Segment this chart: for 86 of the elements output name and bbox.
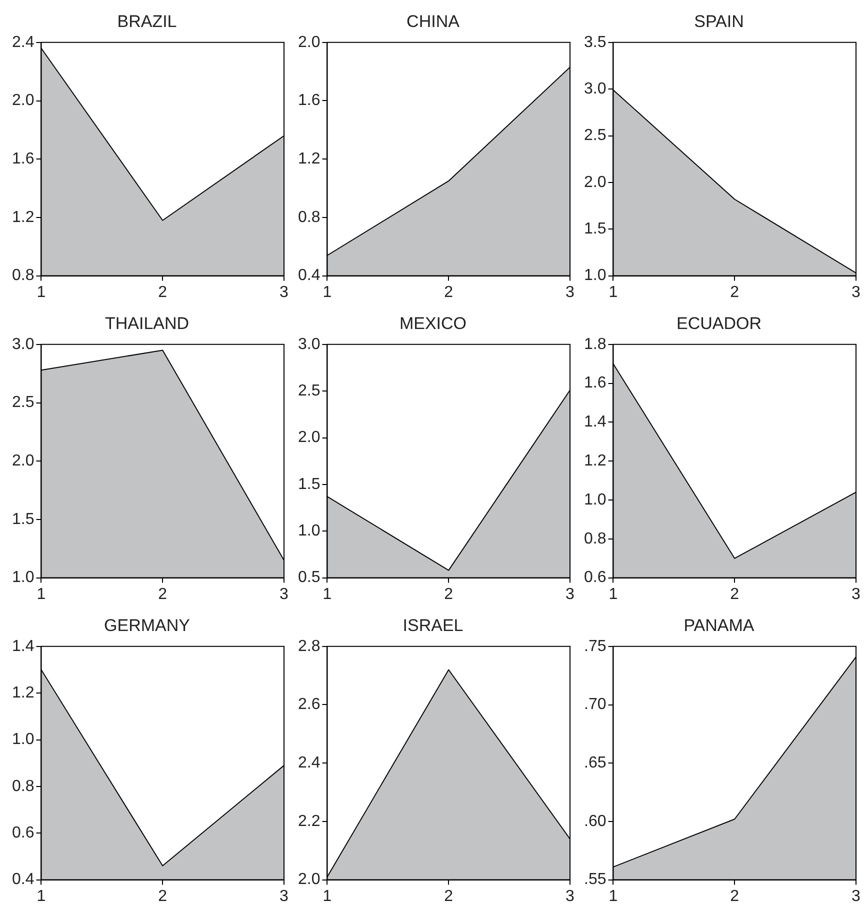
y-tick-label: 1.2 [12, 208, 34, 226]
x-tick-label: 1 [322, 586, 332, 603]
y-tick-label: 0.6 [12, 824, 34, 842]
y-tick-label: 1.6 [298, 92, 320, 110]
y-tick-label: 2.8 [298, 638, 320, 655]
y-tick-label: 1.6 [12, 150, 34, 168]
y-tick-label: 2.5 [12, 394, 34, 412]
y-tick-label: 0.8 [298, 208, 320, 226]
chart-title: ISRAEL [402, 616, 464, 635]
x-tick-label: 3 [852, 284, 861, 301]
y-tick-label: .70 [584, 696, 606, 714]
y-tick-label: .60 [584, 812, 606, 830]
y-tick-label: .75 [584, 638, 606, 655]
y-tick-label: 1.4 [584, 414, 606, 431]
y-tick-label: .55 [584, 871, 606, 888]
y-tick-label: 1.0 [298, 522, 320, 540]
x-tick-label: 3 [280, 284, 289, 301]
x-tick-label: 1 [608, 284, 618, 301]
y-tick-label: 3.0 [12, 336, 34, 353]
y-tick-label: 1.0 [584, 267, 606, 284]
x-tick-label: 2 [444, 888, 454, 905]
x-tick-label: 1 [608, 888, 618, 905]
y-tick-label: 0.4 [12, 871, 34, 888]
chart-title: GERMANY [104, 616, 190, 635]
y-tick-label: 2.2 [298, 812, 320, 830]
y-tick-label: 2.5 [298, 382, 320, 400]
chart-title: PANAMA [684, 616, 755, 635]
y-tick-label: 1.2 [12, 684, 34, 702]
x-tick-label: 1 [322, 284, 332, 301]
x-tick-label: 3 [566, 586, 575, 603]
y-tick-label: 1.2 [298, 150, 320, 168]
y-tick-label: 0.8 [584, 530, 606, 548]
x-tick-label: 1 [36, 586, 46, 603]
chart-title: CHINA [406, 12, 460, 31]
y-tick-label: 0.6 [584, 569, 606, 586]
x-tick-label: 3 [280, 586, 289, 603]
x-tick-label: 1 [36, 284, 46, 301]
y-tick-label: 2.0 [298, 429, 320, 446]
x-tick-label: 2 [158, 888, 168, 905]
x-tick-label: 2 [730, 586, 740, 603]
y-tick-label: 3.5 [584, 34, 606, 51]
x-tick-label: 2 [444, 284, 454, 301]
y-tick-label: 1.0 [12, 569, 34, 586]
y-tick-label: 1.0 [12, 731, 34, 748]
y-tick-label: 2.0 [12, 452, 34, 470]
y-tick-label: 1.5 [584, 220, 606, 238]
y-tick-label: 2.6 [298, 696, 320, 714]
chart-title: ECUADOR [676, 314, 762, 333]
chart-title: SPAIN [694, 12, 744, 31]
y-tick-label: 2.5 [584, 127, 606, 144]
x-tick-label: 3 [852, 888, 861, 905]
x-tick-label: 2 [730, 284, 740, 301]
y-tick-label: 2.4 [12, 34, 34, 51]
x-tick-label: 1 [36, 888, 46, 905]
x-tick-label: 2 [158, 284, 168, 301]
x-tick-label: 2 [158, 586, 168, 603]
y-tick-label: 0.4 [298, 267, 320, 284]
y-tick-label: 3.0 [584, 80, 606, 98]
y-tick-label: 2.0 [584, 174, 606, 191]
y-tick-label: 2.0 [298, 34, 320, 51]
y-tick-label: 1.6 [584, 374, 606, 392]
y-tick-label: 1.5 [12, 510, 34, 528]
x-tick-label: 2 [444, 586, 454, 603]
y-tick-label: 2.0 [298, 871, 320, 888]
x-tick-label: 1 [608, 586, 618, 603]
y-tick-label: 0.5 [298, 569, 320, 586]
y-tick-label: 1.2 [584, 452, 606, 470]
y-tick-label: 2.4 [298, 754, 320, 772]
x-tick-label: 3 [280, 888, 289, 905]
chart-title: THAILAND [104, 314, 190, 333]
y-tick-label: 0.8 [12, 778, 34, 795]
y-tick-label: 1.4 [12, 638, 34, 655]
x-tick-label: 3 [852, 586, 861, 603]
chart-title: MEXICO [399, 314, 467, 333]
y-tick-label: .65 [584, 754, 606, 772]
x-tick-label: 2 [730, 888, 740, 905]
x-tick-label: 3 [566, 284, 575, 301]
chart-title: BRAZIL [117, 12, 177, 31]
y-tick-label: 0.8 [12, 267, 34, 284]
x-tick-label: 3 [566, 888, 575, 905]
y-tick-label: 1.8 [584, 336, 606, 353]
y-tick-label: 2.0 [12, 92, 34, 110]
y-tick-label: 1.5 [298, 476, 320, 493]
y-tick-label: 1.0 [584, 491, 606, 508]
y-tick-label: 3.0 [298, 336, 320, 353]
x-tick-label: 1 [322, 888, 332, 905]
